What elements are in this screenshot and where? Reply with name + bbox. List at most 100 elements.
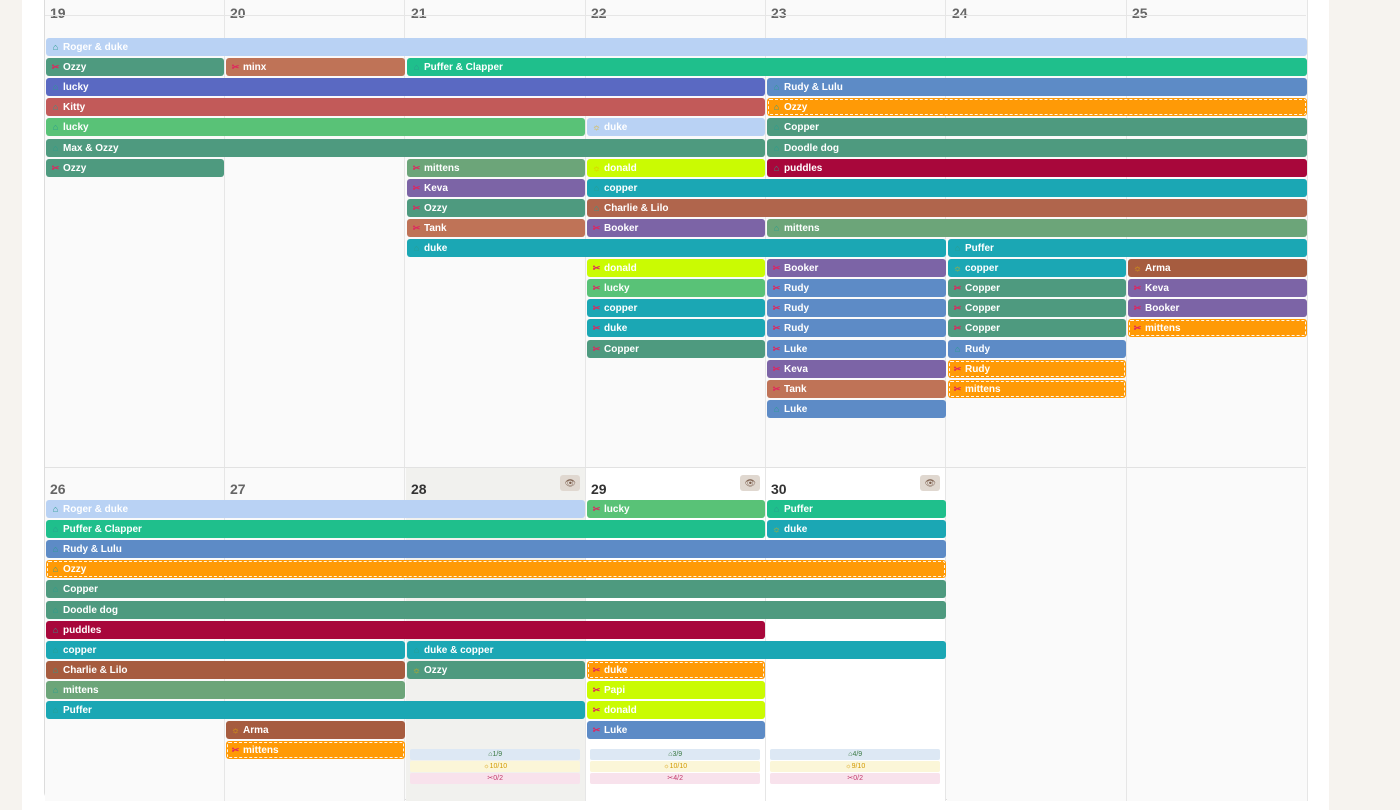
event-rudy-lulu[interactable]: ⌂ Rudy & Lulu: [767, 78, 1307, 97]
event-papi[interactable]: ✂ Papi: [587, 680, 765, 699]
event-luke[interactable]: ⌂ Luke: [767, 399, 946, 418]
event-duke[interactable]: ⌂ duke: [407, 239, 946, 257]
event-donald[interactable]: ✂ donald: [587, 701, 765, 719]
event-doodle-dog[interactable]: ⌂ Doodle dog: [767, 138, 1307, 157]
event-rudy[interactable]: ⌂ Rudy: [948, 339, 1126, 358]
home-icon: ⌂: [773, 222, 780, 233]
event-copper[interactable]: ⌂ copper: [587, 178, 1307, 197]
event-ozzy[interactable]: ✂ Ozzy: [46, 158, 224, 177]
home-count: 4/9: [852, 751, 863, 758]
event-mittens[interactable]: ✂ mittens: [948, 379, 1126, 398]
event-luke[interactable]: ✂ Luke: [767, 339, 946, 358]
month-calendar-grid: 19 20 21 22 23 24 25 ⌂ Roger & duke ✂ Ozzy ✂ minx ⌂ Pu…: [44, 0, 1308, 801]
event-arma[interactable]: ☼ Arma: [1128, 259, 1307, 278]
scissors-icon: ✂: [412, 222, 421, 233]
event-keva[interactable]: ✂ Keva: [1128, 279, 1307, 298]
event-rudy[interactable]: ✂ Rudy: [948, 359, 1126, 378]
scissors-icon: ✂: [592, 664, 601, 675]
event-lucky[interactable]: ⌂ lucky: [46, 78, 765, 97]
scissors-count-badge: ✂0/2: [770, 773, 941, 784]
scissors-icon: ✂: [592, 343, 601, 354]
event-puffer[interactable]: ⌂ Puffer: [46, 701, 585, 719]
scissors-icon: ✂: [231, 62, 240, 73]
event-label: copper: [965, 263, 999, 275]
event-copper[interactable]: ✂ copper: [587, 299, 765, 318]
event-ozzy[interactable]: ✂ Ozzy: [46, 58, 224, 77]
day-cell-19[interactable]: 19: [45, 0, 226, 467]
event-charlie-lilo[interactable]: ⌂ Charlie & Lilo: [46, 660, 405, 679]
event-booker[interactable]: ✂ Booker: [767, 259, 946, 278]
event-rudy[interactable]: ✂ Rudy: [767, 279, 946, 298]
event-copper[interactable]: ✂ Copper: [948, 299, 1126, 318]
event-duke-copper[interactable]: ⌂ duke & copper: [407, 640, 946, 659]
event-label: Doodle dog: [784, 142, 839, 154]
event-duke[interactable]: ☼ duke: [587, 118, 765, 137]
event-duke[interactable]: ☼ duke: [767, 520, 946, 539]
event-booker[interactable]: ✂ Booker: [1128, 299, 1307, 318]
event-copper[interactable]: ☼ copper: [948, 259, 1126, 278]
event-label: Rudy: [965, 363, 990, 375]
event-max-ozzy[interactable]: ⌂ Max & Ozzy: [46, 138, 765, 157]
scissors-icon: ✂: [592, 684, 601, 695]
event-puffer-clapper[interactable]: ⌂ Puffer & Clapper: [46, 520, 765, 539]
sun-count-badge: ☼10/10: [590, 761, 761, 772]
event-doodle-dog[interactable]: ⌂ Doodle dog: [46, 600, 946, 619]
event-rudy[interactable]: ✂ Rudy: [767, 299, 946, 318]
event-mittens[interactable]: ✂ mittens: [1128, 319, 1307, 338]
event-ozzy[interactable]: ⌂ Ozzy: [46, 560, 946, 579]
event-mittens[interactable]: ✂ mittens: [407, 158, 585, 177]
event-donald[interactable]: ☼ donald: [587, 158, 765, 177]
event-arma[interactable]: ☼ Arma: [226, 721, 405, 740]
event-roger-duke[interactable]: ⌂ Roger & duke: [46, 500, 585, 518]
event-copper[interactable]: ✂ Copper: [948, 279, 1126, 298]
event-minx[interactable]: ✂ minx: [226, 58, 405, 77]
event-puddles[interactable]: ⌂ puddles: [767, 158, 1307, 177]
event-puffer[interactable]: ⌂ Puffer: [767, 500, 946, 518]
event-donald[interactable]: ✂ donald: [587, 259, 765, 278]
event-copper[interactable]: ⌂ copper: [46, 640, 405, 659]
home-icon: ⌂: [413, 243, 420, 253]
event-keva[interactable]: ✂ Keva: [767, 359, 946, 378]
event-puffer[interactable]: ⌂ Puffer: [948, 239, 1307, 257]
event-mittens[interactable]: ✂ mittens: [226, 741, 405, 760]
event-tank[interactable]: ✂ Tank: [407, 218, 585, 237]
event-charlie-lilo[interactable]: ⌂ Charlie & Lilo: [587, 198, 1307, 217]
sun-icon: ☼: [1133, 263, 1142, 274]
event-ozzy[interactable]: ✂ Ozzy: [407, 198, 585, 217]
event-lucky[interactable]: ✂ lucky: [587, 500, 765, 518]
event-kitty[interactable]: ⌂ Kitty: [46, 98, 765, 117]
event-duke[interactable]: ✂ duke: [587, 660, 765, 679]
event-booker[interactable]: ✂ Booker: [587, 218, 765, 237]
event-copper[interactable]: ✂ Copper: [587, 339, 765, 358]
home-icon: ⌂: [52, 664, 59, 675]
eye-icon[interactable]: 👁: [740, 475, 761, 491]
event-duke[interactable]: ✂ duke: [587, 319, 765, 338]
event-rudy[interactable]: ✂ Rudy: [767, 319, 946, 338]
event-mittens[interactable]: ⌂ mittens: [767, 218, 1307, 237]
event-label: lucky: [63, 122, 89, 134]
day-cell-20[interactable]: 20: [225, 0, 406, 467]
event-copper[interactable]: ✂ Copper: [948, 319, 1126, 338]
event-puffer-clapper[interactable]: ⌂ Puffer & Clapper: [407, 58, 1307, 77]
event-lucky[interactable]: ✂ lucky: [587, 279, 765, 298]
scissors-icon: ✂: [772, 303, 781, 314]
event-ozzy[interactable]: ☼ Ozzy: [407, 660, 585, 679]
event-keva[interactable]: ✂ Keva: [407, 178, 585, 197]
event-puddles[interactable]: ⌂ puddles: [46, 620, 765, 639]
event-copper[interactable]: ⌂ Copper: [767, 118, 1307, 137]
home-icon: ⌂: [52, 644, 59, 655]
event-mittens[interactable]: ⌂ mittens: [46, 680, 405, 699]
event-rudy-lulu[interactable]: ⌂ Rudy & Lulu: [46, 540, 946, 559]
event-tank[interactable]: ✂ Tank: [767, 379, 946, 398]
event-label: minx: [243, 62, 267, 74]
eye-icon[interactable]: 👁: [560, 475, 581, 491]
eye-icon[interactable]: 👁: [920, 475, 941, 491]
day-cell-empty[interactable]: [1127, 467, 1308, 801]
day-cell-empty[interactable]: [947, 467, 1128, 801]
event-ozzy[interactable]: ⌂ Ozzy: [767, 98, 1307, 117]
event-label: Doodle dog: [63, 604, 118, 616]
event-luke[interactable]: ✂ Luke: [587, 721, 765, 740]
event-copper[interactable]: ⌂ Copper: [46, 580, 946, 599]
event-roger-duke[interactable]: ⌂ Roger & duke: [46, 38, 1307, 56]
event-lucky[interactable]: ⌂ lucky: [46, 118, 585, 137]
